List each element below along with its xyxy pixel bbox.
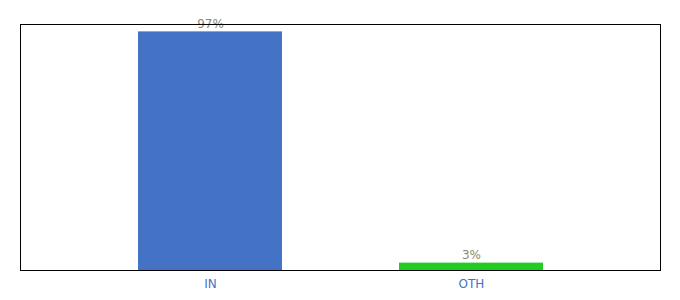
svg-text:3%: 3%: [462, 248, 481, 262]
svg-text:97%: 97%: [197, 17, 224, 31]
svg-text:IN: IN: [204, 277, 217, 291]
svg-text:OTH: OTH: [459, 277, 485, 291]
